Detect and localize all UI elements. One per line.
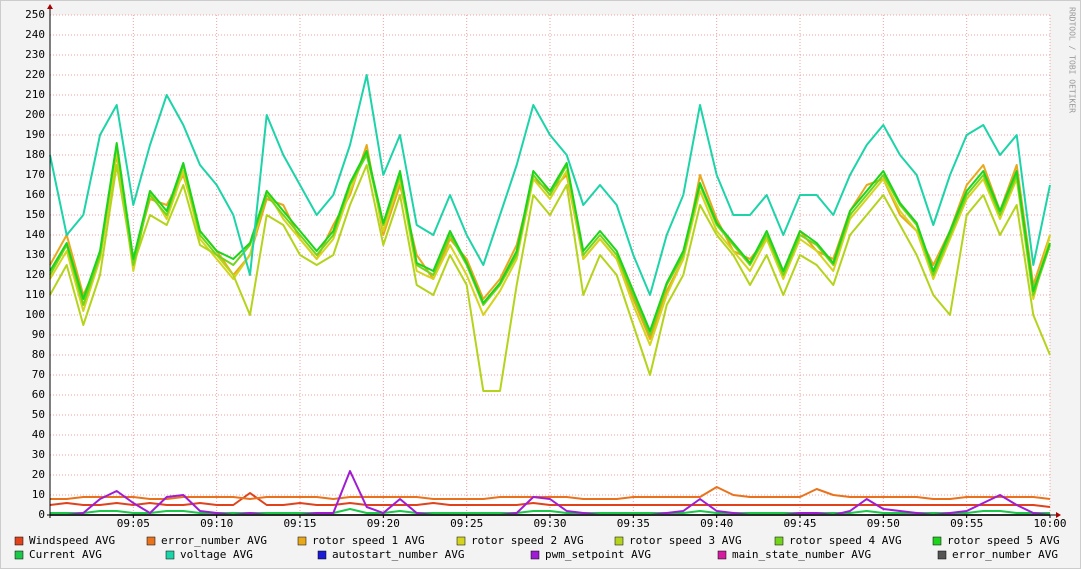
x-tick-label: 10:00: [1033, 517, 1066, 530]
axis-arrow: [1056, 512, 1061, 518]
y-tick-label: 10: [32, 488, 45, 501]
legend-swatch: [14, 536, 24, 546]
x-tick-label: 09:40: [700, 517, 733, 530]
series-line: [49, 150, 1051, 346]
legend-label: pwm_setpoint AVG: [545, 548, 651, 561]
series-line: [49, 142, 1051, 332]
legend-swatch: [774, 536, 784, 546]
legend-label: autostart_number AVG: [332, 548, 464, 561]
x-tick-label: 09:50: [867, 517, 900, 530]
legend-label: rotor speed 2 AVG: [471, 534, 584, 547]
y-tick-label: 170: [25, 168, 45, 181]
legend-swatch: [165, 550, 175, 560]
y-tick-label: 150: [25, 208, 45, 221]
x-tick-label: 09:05: [117, 517, 150, 530]
y-tick-label: 160: [25, 188, 45, 201]
legend-swatch: [14, 550, 24, 560]
y-tick-label: 190: [25, 128, 45, 141]
legend-label: rotor speed 3 AVG: [629, 534, 742, 547]
legend-swatch: [317, 550, 327, 560]
y-tick-label: 40: [32, 428, 45, 441]
axis-arrow: [47, 4, 53, 9]
legend-swatch: [297, 536, 307, 546]
x-tick-label: 09:10: [200, 517, 233, 530]
x-tick-label: 09:25: [450, 517, 483, 530]
legend-swatch: [932, 536, 942, 546]
series-line: [50, 486, 1051, 500]
y-tick-label: 210: [25, 88, 45, 101]
y-tick-label: 0: [38, 508, 45, 521]
y-tick-label: 120: [25, 268, 45, 281]
y-tick-label: 140: [25, 228, 45, 241]
series-line: [49, 144, 1051, 336]
legend-label: error_number AVG: [161, 534, 267, 547]
series-line: [49, 74, 1051, 296]
y-tick-label: 220: [25, 68, 45, 81]
y-tick-label: 50: [32, 408, 45, 421]
x-tick-label: 09:55: [950, 517, 983, 530]
legend-swatch: [146, 536, 156, 546]
x-tick-label: 09:20: [367, 517, 400, 530]
legend-label: rotor speed 1 AVG: [312, 534, 425, 547]
y-tick-label: 240: [25, 28, 45, 41]
legend-label: error_number AVG: [952, 548, 1058, 561]
y-tick-label: 100: [25, 308, 45, 321]
x-tick-label: 09:30: [533, 517, 566, 530]
y-tick-label: 250: [25, 8, 45, 21]
legend-label: Windspeed AVG: [29, 534, 115, 547]
legend-label: rotor speed 5 AVG: [947, 534, 1060, 547]
y-tick-label: 110: [25, 288, 45, 301]
legend-swatch: [456, 536, 466, 546]
y-tick-label: 200: [25, 108, 45, 121]
y-tick-label: 130: [25, 248, 45, 261]
y-tick-label: 20: [32, 468, 45, 481]
y-tick-label: 180: [25, 148, 45, 161]
series-line: [50, 470, 1051, 516]
legend-label: voltage AVG: [180, 548, 253, 561]
legend-swatch: [614, 536, 624, 546]
legend-label: Current AVG: [29, 548, 102, 561]
watermark: RRDTOOL / TOBI OETIKER: [1068, 7, 1077, 113]
legend-label: rotor speed 4 AVG: [789, 534, 902, 547]
y-tick-label: 30: [32, 448, 45, 461]
y-tick-label: 90: [32, 328, 45, 341]
series-line: [49, 492, 1051, 508]
y-tick-label: 60: [32, 388, 45, 401]
y-tick-label: 80: [32, 348, 45, 361]
legend-swatch: [717, 550, 727, 560]
x-tick-label: 09:45: [783, 517, 816, 530]
y-tick-label: 70: [32, 368, 45, 381]
legend-swatch: [530, 550, 540, 560]
x-tick-label: 09:35: [617, 517, 650, 530]
x-tick-label: 09:15: [283, 517, 316, 530]
y-tick-label: 230: [25, 48, 45, 61]
legend-label: main_state_number AVG: [732, 548, 871, 561]
legend-swatch: [937, 550, 947, 560]
